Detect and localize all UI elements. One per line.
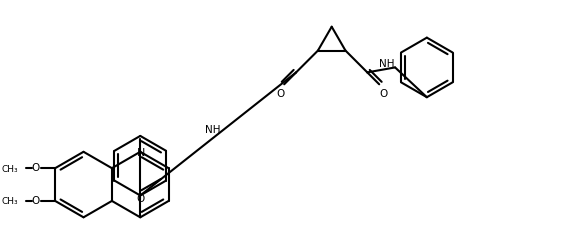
Text: O: O	[379, 89, 387, 99]
Text: O: O	[31, 196, 39, 206]
Text: CH₃: CH₃	[2, 165, 19, 174]
Text: O: O	[276, 89, 284, 99]
Text: NH: NH	[379, 60, 395, 69]
Text: O: O	[31, 163, 39, 173]
Text: O: O	[136, 194, 144, 204]
Text: NH: NH	[206, 125, 221, 135]
Text: CH₃: CH₃	[2, 197, 19, 206]
Text: N: N	[137, 148, 146, 158]
